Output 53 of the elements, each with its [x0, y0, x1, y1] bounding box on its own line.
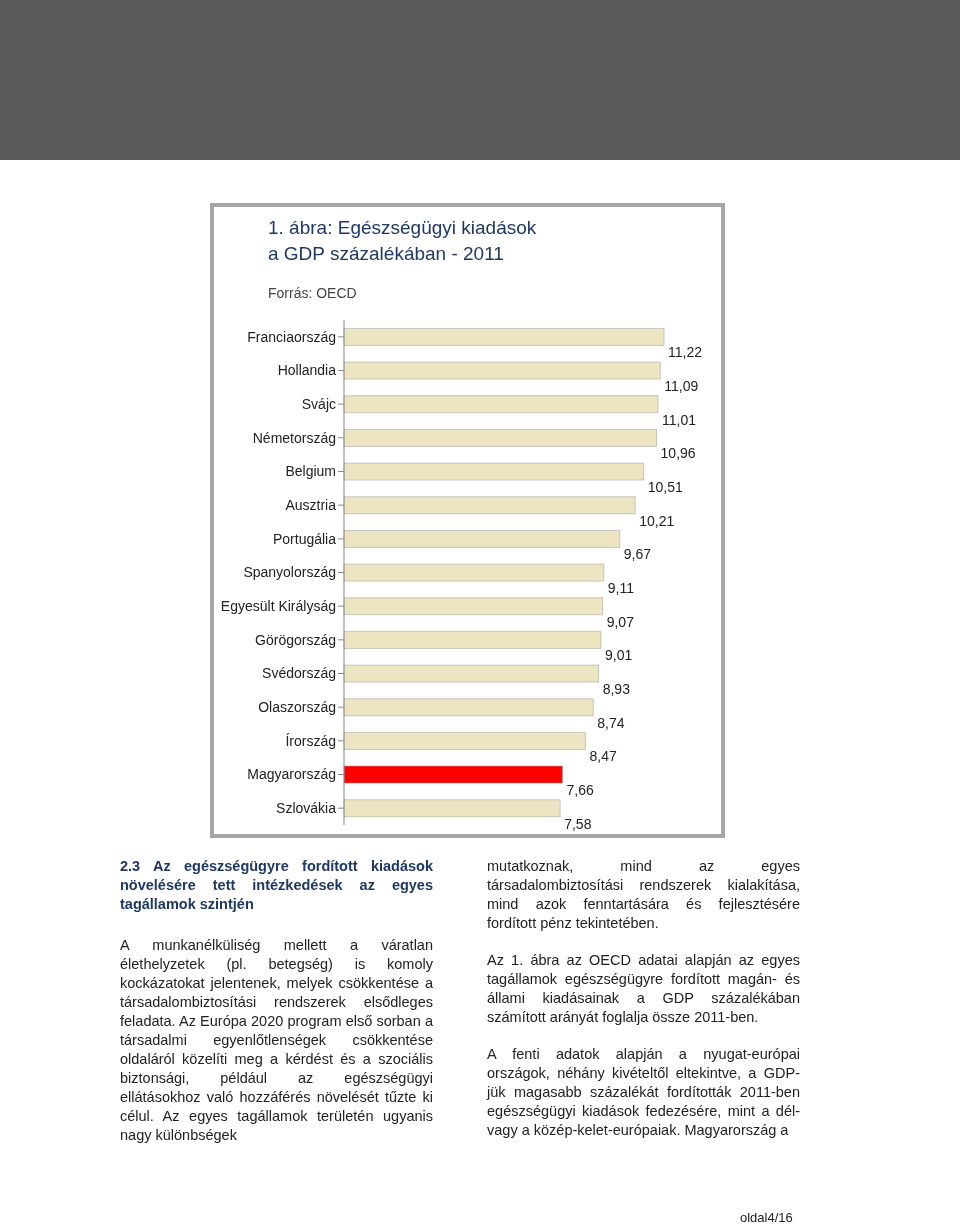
data-label: 7,66 [566, 782, 594, 799]
data-label: 11,01 [662, 411, 697, 428]
bar [343, 395, 659, 413]
text: mutatkoznak, mind az egyes társadalombiztosítási rendszerek kialakítása, mind azok fenntartására és fejlesztésére fordított pénz tekintetében. [487, 857, 800, 933]
y-tick-label: Írország [285, 732, 336, 749]
data-label: 9,67 [623, 546, 652, 563]
bar [343, 530, 621, 548]
text: oldal4/16 [740, 1210, 793, 1225]
data-label: 7,58 [564, 815, 592, 832]
bar [343, 631, 602, 649]
bar [343, 597, 603, 615]
data-label: 10,21 [639, 512, 675, 529]
bar [343, 732, 586, 750]
y-tick-label: Egyesült Királyság [220, 598, 336, 615]
bar [343, 664, 599, 683]
bar [343, 361, 661, 380]
text: 2.3 Az egészségügyre fordított kiadások növelésére tett intézkedések az egyes tagállamok szintjén [120, 857, 433, 914]
chart-title: 1. ábra: Egészségügyi kiadások a GDP százalékában - 2011 [268, 216, 537, 266]
y-tick-label: Svédország [262, 665, 336, 682]
y-tick-label: Ausztria [285, 497, 337, 514]
data-label: 9,11 [607, 580, 635, 597]
y-tick-label: Szlovákia [276, 800, 337, 817]
text: A munkanélküliség mellett a váratlan élethelyzetek (pl. betegség) is komoly kockázatokat jelentenek, melyek csökkentése a társadalombiztosítási rendszerek elsődleges feladata. Az Európa 2020 program első sorban a társadalmi egyenlőtlenségek csökkentése oldaláról közelíti meg a kérdést és a szociális biztonsági, például az egészségügyi ellátásokhoz való hozzáférés növelését tűzte ki célul. Az egyes tagállamok területén ugyanis nagy különbségek [120, 937, 433, 1143]
chart-subtitle: Forrás: OECD [268, 285, 357, 301]
data-label: 8,47 [589, 748, 618, 765]
bar [343, 429, 657, 447]
bar [343, 799, 561, 817]
bar [343, 328, 665, 346]
y-tick-label: Spanyolország [243, 564, 336, 581]
data-label: 11,22 [668, 344, 703, 361]
y-tick-label: Portugália [272, 530, 337, 547]
y-tick-label: Belgium [285, 463, 336, 480]
y-tick-label: Svájc [301, 396, 336, 413]
bar [343, 563, 605, 582]
y-tick-label: Görögország [255, 631, 336, 648]
data-label: 9,07 [606, 613, 635, 630]
text: A fenti adatok alapján a nyugat-európai országok, néhány kivételtől eltekintve, a GDP-jük magasabb százalékát fordították 2011-ben egészségügyi kiadások fedezésére, mint a dél- vagy a közép-kelet-európaiak. Magyarország a [487, 1045, 800, 1140]
y-tick-label: Hollandia [277, 362, 337, 379]
y-tick-label: Franciaország [247, 328, 336, 345]
data-label: 10,96 [660, 445, 696, 462]
data-label: 8,74 [597, 714, 625, 731]
bar [343, 462, 644, 481]
text: Az 1. ábra az OECD adatai alapján az egyes tagállamok egészségügyre fordított magán- és állami kiadásainak a GDP százalékában számított arányát foglalja össze 2011-ben. [487, 951, 800, 1027]
y-tick-label: Magyarország [247, 766, 336, 783]
bar [343, 698, 594, 716]
data-label: 11,09 [664, 378, 699, 395]
y-tick-label: Németország [252, 429, 336, 446]
data-label: 9,01 [604, 647, 633, 664]
y-tick-label: Olaszország [258, 699, 336, 716]
bar [343, 496, 636, 514]
data-label: 8,93 [602, 681, 631, 698]
bar [343, 765, 563, 784]
data-label: 10,51 [647, 479, 683, 496]
